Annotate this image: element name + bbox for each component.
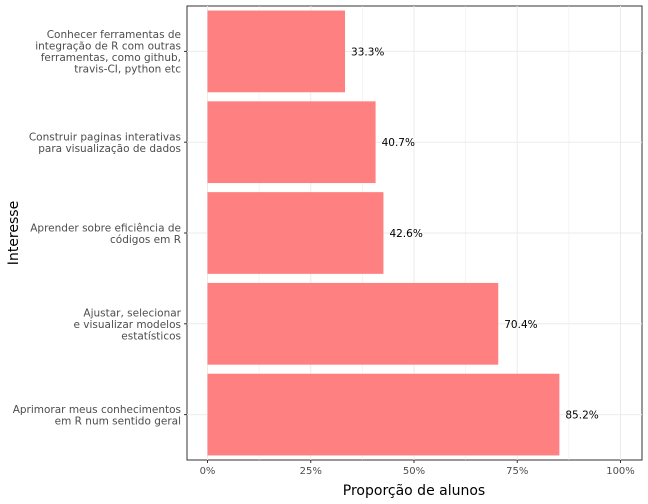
data-label: 33.3% — [351, 46, 384, 58]
x-tick-label: 50% — [403, 466, 425, 477]
x-tick-label: 75% — [506, 466, 528, 477]
bar — [207, 373, 560, 456]
x-tick-label: 100% — [606, 466, 635, 477]
x-tick-label: 0% — [200, 466, 216, 477]
data-labels: 33.3% 40.7% 42.6% 70.4% 85.2% — [351, 46, 599, 421]
bar — [207, 101, 376, 184]
bars — [207, 10, 560, 456]
category-label: Conhecer ferramentas de integração de R c… — [35, 29, 181, 76]
y-axis: Conhecer ferramentas de integração de R c… — [13, 29, 187, 427]
data-label: 85.2% — [565, 410, 598, 422]
category-label: Construir paginas interativas para visual… — [29, 131, 181, 155]
bar — [207, 10, 346, 93]
bar — [207, 192, 384, 274]
x-axis-title: Proporção de alunos — [343, 483, 485, 499]
category-label: Ajustar, selecionar e visualizar modelos e… — [73, 307, 181, 342]
x-axis: 0% 25% 50% 75% 100% — [200, 460, 635, 477]
category-label: Aprender sobre eficiência de códigos em R — [30, 222, 181, 246]
y-axis-title: Interesse — [6, 201, 22, 265]
bar — [207, 282, 499, 365]
data-label: 70.4% — [504, 319, 537, 331]
data-label: 42.6% — [389, 228, 422, 240]
category-label: Aprimorar meus conhecimentos em R num sen… — [13, 404, 181, 428]
x-tick-label: 25% — [300, 466, 322, 477]
data-label: 40.7% — [382, 137, 415, 149]
